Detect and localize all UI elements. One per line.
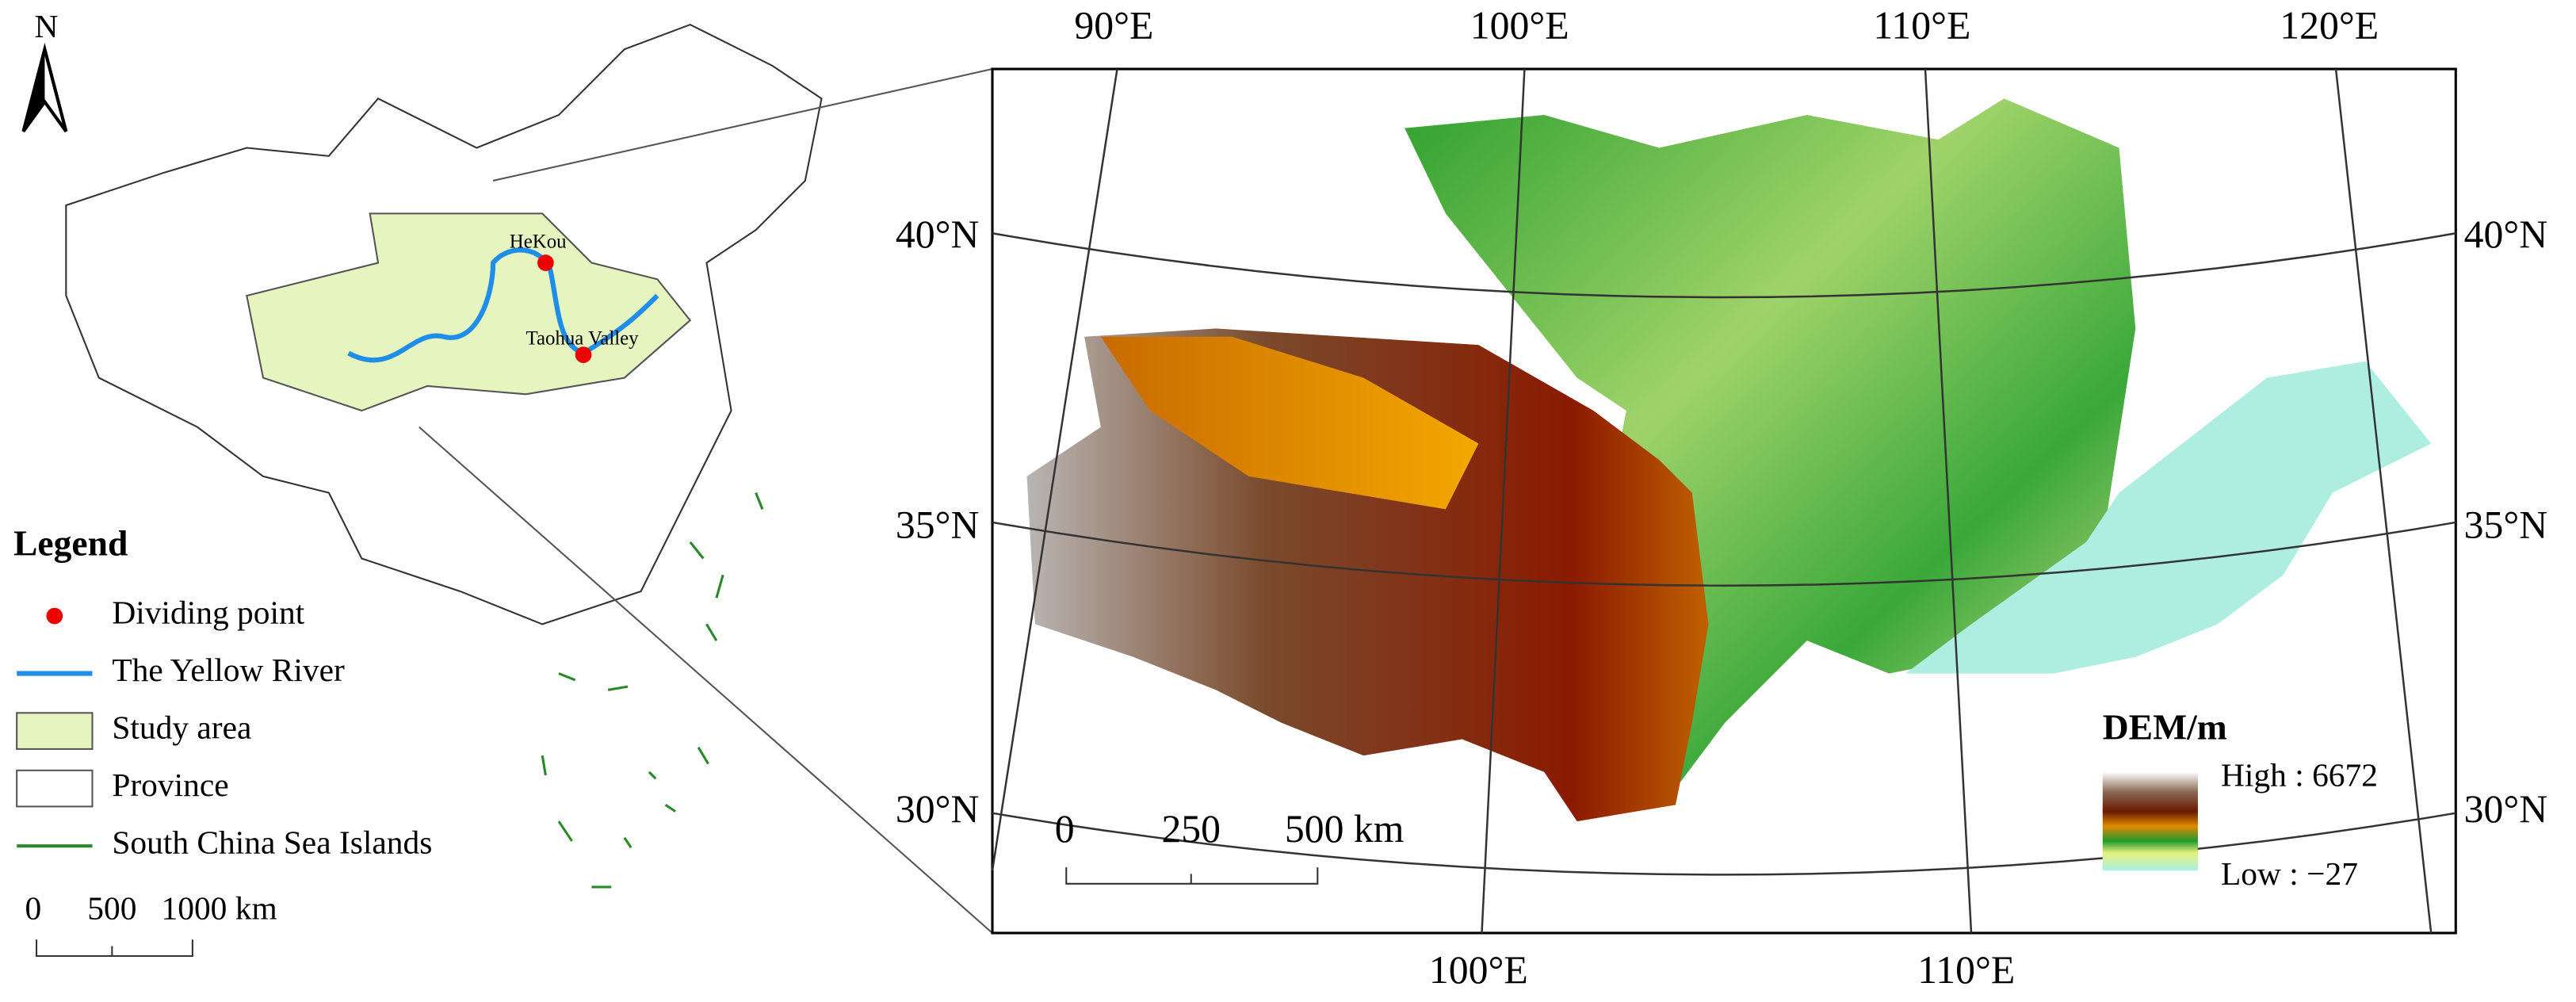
legend-symbol bbox=[46, 607, 63, 625]
lat-label: 35°N bbox=[2464, 503, 2548, 547]
dem-east bbox=[1405, 98, 2136, 789]
lat-label: 35°N bbox=[896, 503, 980, 547]
legend-title: Legend bbox=[13, 522, 128, 563]
lon-label: 100°E bbox=[1470, 4, 1569, 48]
lat-label: 30°N bbox=[2464, 787, 2548, 831]
lon-label: 90°E bbox=[1074, 4, 1153, 48]
dem-west bbox=[1026, 328, 1709, 822]
dem-plateau bbox=[1100, 336, 1479, 510]
lon-label: 120°E bbox=[2280, 4, 2379, 48]
north-label: N bbox=[35, 8, 59, 44]
point-label: Taohua Valley bbox=[526, 328, 640, 350]
scale-label: 500 km bbox=[1285, 807, 1405, 851]
legend-symbol bbox=[16, 769, 94, 808]
lat-label: 40°N bbox=[2464, 212, 2548, 256]
scale-label: 0 bbox=[1055, 807, 1075, 851]
dem-low: Low : −27 bbox=[2221, 855, 2358, 892]
point-label: HeKou bbox=[510, 231, 567, 252]
dem-high: High : 6672 bbox=[2221, 757, 2378, 794]
lat-label: 40°N bbox=[896, 212, 980, 256]
legend-item: Study area bbox=[112, 709, 251, 746]
legend-item: Dividing point bbox=[112, 595, 304, 631]
dem-lowland bbox=[1905, 361, 2432, 674]
legend-item: Province bbox=[112, 767, 228, 803]
scale-label: 250 bbox=[1161, 807, 1221, 851]
connector-line bbox=[419, 426, 993, 934]
legend-item: The Yellow River bbox=[112, 652, 345, 688]
legend-item: South China Sea Islands bbox=[112, 824, 432, 861]
graticule bbox=[991, 68, 2456, 934]
scale-bar bbox=[1065, 867, 1319, 885]
legend-symbol bbox=[16, 712, 94, 750]
lon-label: 110°E bbox=[1917, 948, 2015, 992]
scale-label: 500 bbox=[87, 890, 136, 927]
dividing-point bbox=[575, 346, 592, 363]
lat-label: 30°N bbox=[896, 787, 980, 831]
scale-label: 1000 km bbox=[162, 890, 277, 927]
dem-color-bar bbox=[2102, 771, 2198, 871]
islands bbox=[541, 492, 764, 889]
scale-label: 0 bbox=[25, 890, 42, 927]
lon-label: 110°E bbox=[1873, 4, 1970, 48]
connector-line bbox=[492, 68, 993, 182]
dem-legend-title: DEM/m bbox=[2103, 707, 2227, 748]
dividing-point bbox=[537, 254, 554, 271]
scale-bar bbox=[35, 939, 193, 958]
lon-label: 100°E bbox=[1429, 948, 1528, 992]
